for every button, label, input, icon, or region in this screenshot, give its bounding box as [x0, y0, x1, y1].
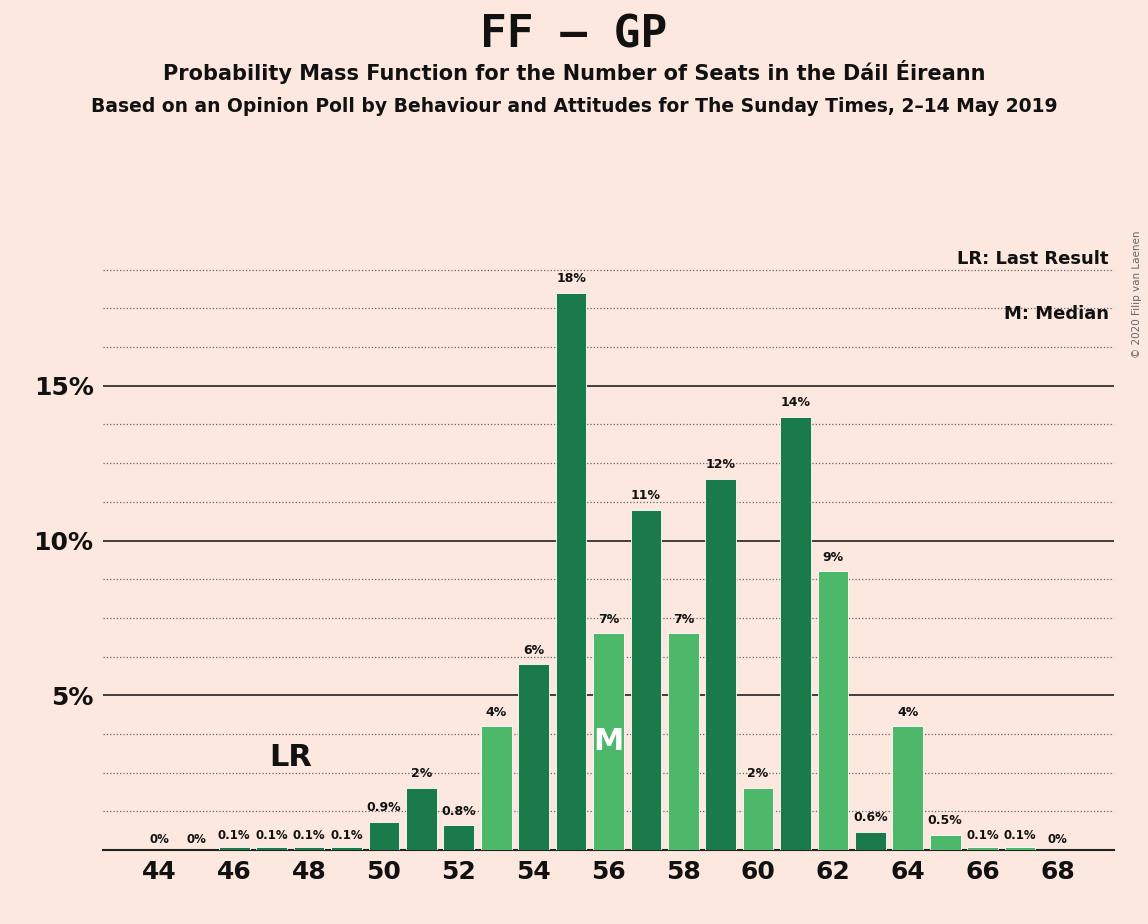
Bar: [443, 825, 474, 850]
Text: 0%: 0%: [187, 833, 207, 846]
Bar: [781, 417, 810, 850]
Bar: [369, 822, 400, 850]
Bar: [518, 664, 549, 850]
Bar: [481, 726, 512, 850]
Bar: [930, 834, 961, 850]
Text: 0.6%: 0.6%: [853, 810, 887, 824]
Text: 0.1%: 0.1%: [331, 830, 363, 843]
Bar: [630, 509, 661, 850]
Bar: [743, 788, 774, 850]
Bar: [331, 847, 362, 850]
Text: M: M: [594, 727, 623, 756]
Text: 12%: 12%: [706, 458, 736, 471]
Bar: [968, 847, 998, 850]
Text: © 2020 Filip van Laenen: © 2020 Filip van Laenen: [1132, 231, 1142, 359]
Bar: [294, 847, 325, 850]
Text: FF – GP: FF – GP: [480, 14, 668, 57]
Bar: [668, 634, 699, 850]
Text: M: Median: M: Median: [1003, 305, 1109, 323]
Text: Probability Mass Function for the Number of Seats in the Dáil Éireann: Probability Mass Function for the Number…: [163, 60, 985, 84]
Text: 4%: 4%: [897, 706, 918, 719]
Bar: [256, 847, 287, 850]
Bar: [594, 634, 623, 850]
Text: 0.1%: 0.1%: [293, 830, 325, 843]
Text: 4%: 4%: [486, 706, 506, 719]
Bar: [556, 293, 587, 850]
Text: 7%: 7%: [673, 613, 693, 626]
Bar: [817, 571, 848, 850]
Text: 2%: 2%: [747, 768, 769, 781]
Text: LR: Last Result: LR: Last Result: [957, 249, 1109, 268]
Bar: [705, 479, 736, 850]
Text: 0.1%: 0.1%: [255, 830, 288, 843]
Text: 11%: 11%: [631, 489, 661, 502]
Text: 0.1%: 0.1%: [1003, 830, 1037, 843]
Text: 7%: 7%: [598, 613, 619, 626]
Text: 0%: 0%: [149, 833, 170, 846]
Text: 0.5%: 0.5%: [928, 814, 962, 827]
Bar: [892, 726, 923, 850]
Text: 2%: 2%: [411, 768, 432, 781]
Bar: [219, 847, 249, 850]
Bar: [406, 788, 436, 850]
Text: 0.8%: 0.8%: [442, 805, 476, 818]
Bar: [1004, 847, 1035, 850]
Bar: [855, 832, 886, 850]
Text: 0.9%: 0.9%: [366, 801, 402, 814]
Text: 9%: 9%: [822, 551, 844, 564]
Text: 14%: 14%: [781, 396, 810, 409]
Text: 6%: 6%: [523, 644, 544, 657]
Text: LR: LR: [269, 743, 312, 772]
Text: Based on an Opinion Poll by Behaviour and Attitudes for The Sunday Times, 2–14 M: Based on an Opinion Poll by Behaviour an…: [91, 97, 1057, 116]
Text: 0.1%: 0.1%: [218, 830, 250, 843]
Text: 0%: 0%: [1047, 833, 1068, 846]
Text: 0.1%: 0.1%: [967, 830, 999, 843]
Text: 18%: 18%: [556, 273, 585, 286]
